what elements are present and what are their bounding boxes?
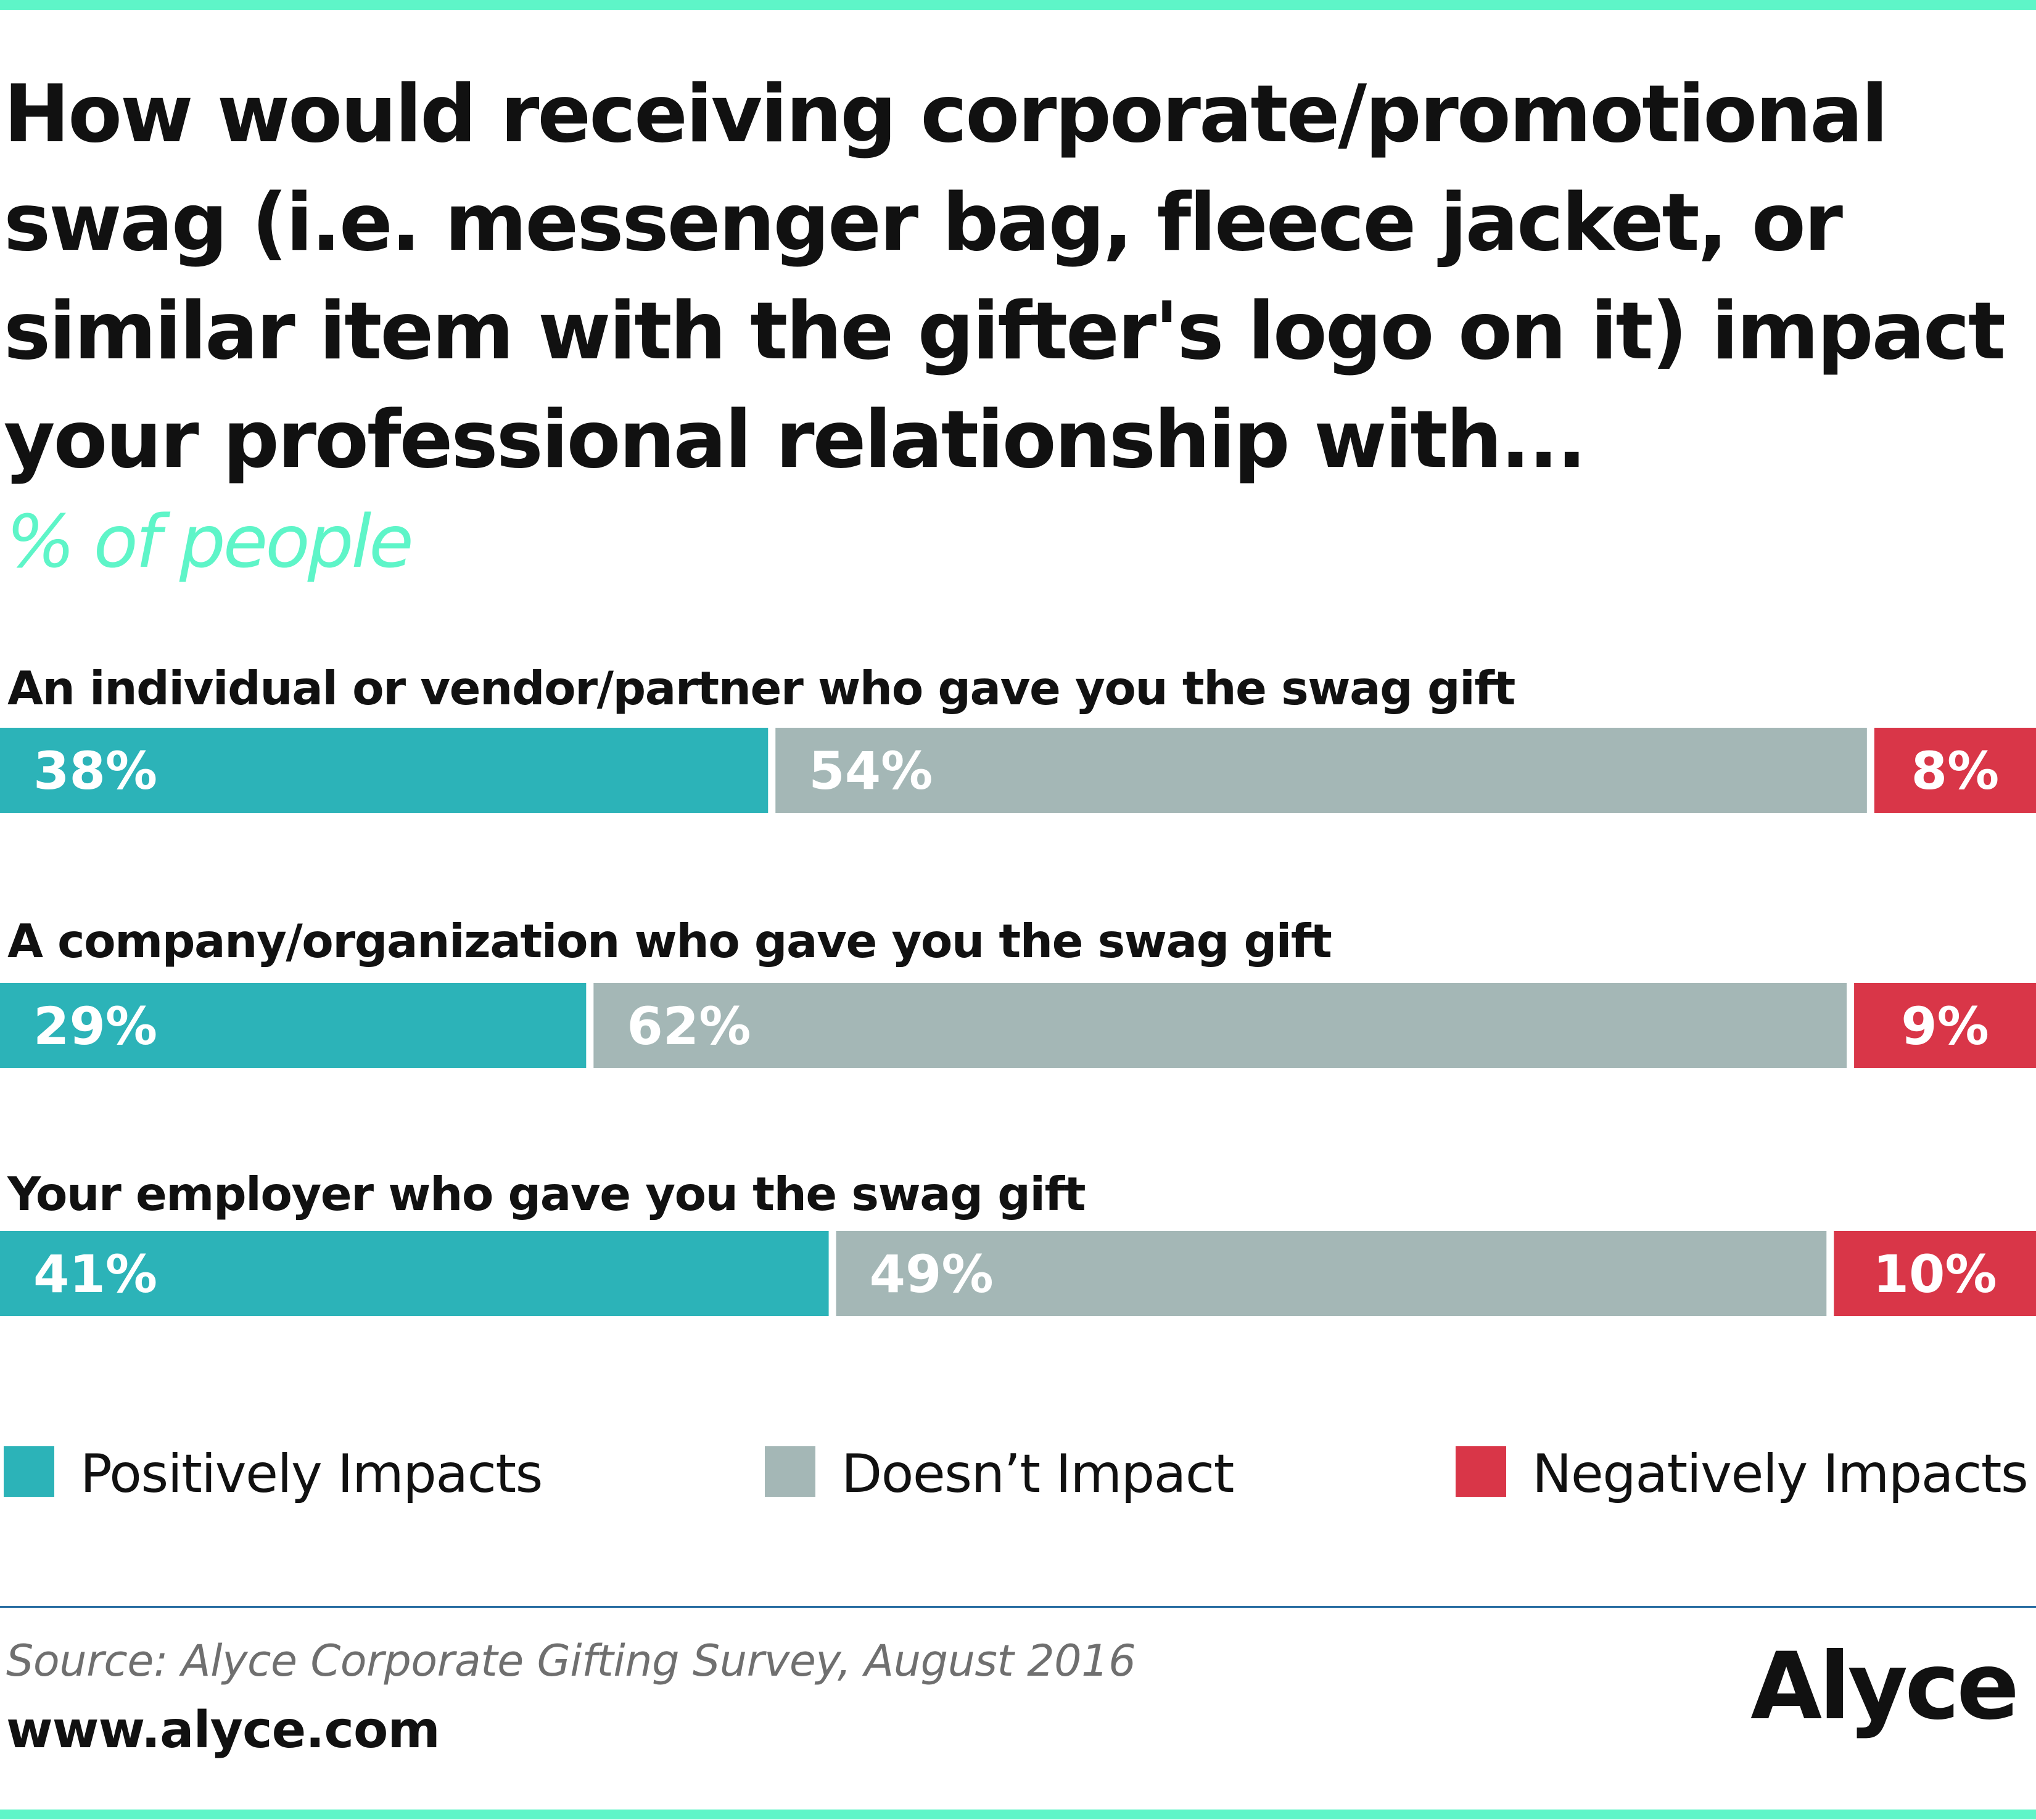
legend-label: Negatively Impacts [1532, 1443, 2027, 1505]
bar-segment-positive [0, 1231, 829, 1316]
row-label: Your employer who gave you the swag gift [7, 1167, 1086, 1221]
legend-swatch [765, 1446, 815, 1497]
bar-segment-negative [1874, 728, 2036, 813]
brand-logo: Alyce [1750, 1633, 2019, 1740]
website-link[interactable]: www.alyce.com [6, 1701, 440, 1760]
legend-swatch [1456, 1446, 1506, 1497]
bar-segment-positive [0, 728, 769, 813]
data-label-neutral: 49% [870, 1244, 994, 1304]
data-label-positive: 38% [33, 741, 157, 801]
chart-subtitle: % of people [6, 499, 414, 584]
bar-row-company-organization: A company/organization who gave you the … [0, 914, 2036, 1068]
footer-divider [0, 1606, 2036, 1608]
legend-item-positive: Positively Impacts [4, 1443, 543, 1505]
chart-rows: An individual or vendor/partner who gave… [0, 661, 2036, 1316]
bar-segment-negative [1834, 1231, 2036, 1316]
bar-row-employer: Your employer who gave you the swag gift… [0, 1167, 2036, 1316]
data-label-negative: 10% [1873, 1244, 1997, 1304]
chart-legend: Positively Impacts Doesn’t Impact Negative… [4, 1443, 2029, 1505]
legend-item-neutral: Doesn’t Impact [765, 1443, 1234, 1505]
data-label-positive: 29% [33, 996, 157, 1056]
bar-segment-neutral [593, 983, 1847, 1068]
row-label: An individual or vendor/partner who gave… [7, 661, 1515, 715]
top-accent-rule [0, 0, 2036, 10]
legend-label: Doesn’t Impact [841, 1443, 1234, 1505]
chart-title: How would receiving corporate/promotiona… [4, 68, 2006, 486]
data-label-neutral: 54% [809, 741, 933, 801]
row-label: A company/organization who gave you the … [7, 914, 1332, 968]
bar-segment-neutral [775, 728, 1867, 813]
stacked-bar-chart: An individual or vendor/partner who gave… [0, 661, 2036, 1505]
source-note: Source: Alyce Corporate Gifting Survey, … [6, 1636, 1136, 1686]
data-label-positive: 41% [33, 1244, 157, 1304]
legend-item-negative: Negatively Impacts [1456, 1443, 2029, 1505]
bar-segment-neutral [836, 1231, 1827, 1316]
data-label-negative: 9% [1901, 996, 1989, 1056]
bottom-accent-rule [0, 1810, 2036, 1819]
bar-row-vendor-partner: An individual or vendor/partner who gave… [0, 661, 2036, 813]
data-label-neutral: 62% [627, 996, 751, 1056]
bar-segment-negative [1854, 983, 2036, 1068]
legend-swatch [4, 1446, 54, 1497]
bar-segment-positive [0, 983, 587, 1068]
legend-label: Positively Impacts [80, 1443, 542, 1505]
data-label-negative: 8% [1911, 741, 2000, 801]
